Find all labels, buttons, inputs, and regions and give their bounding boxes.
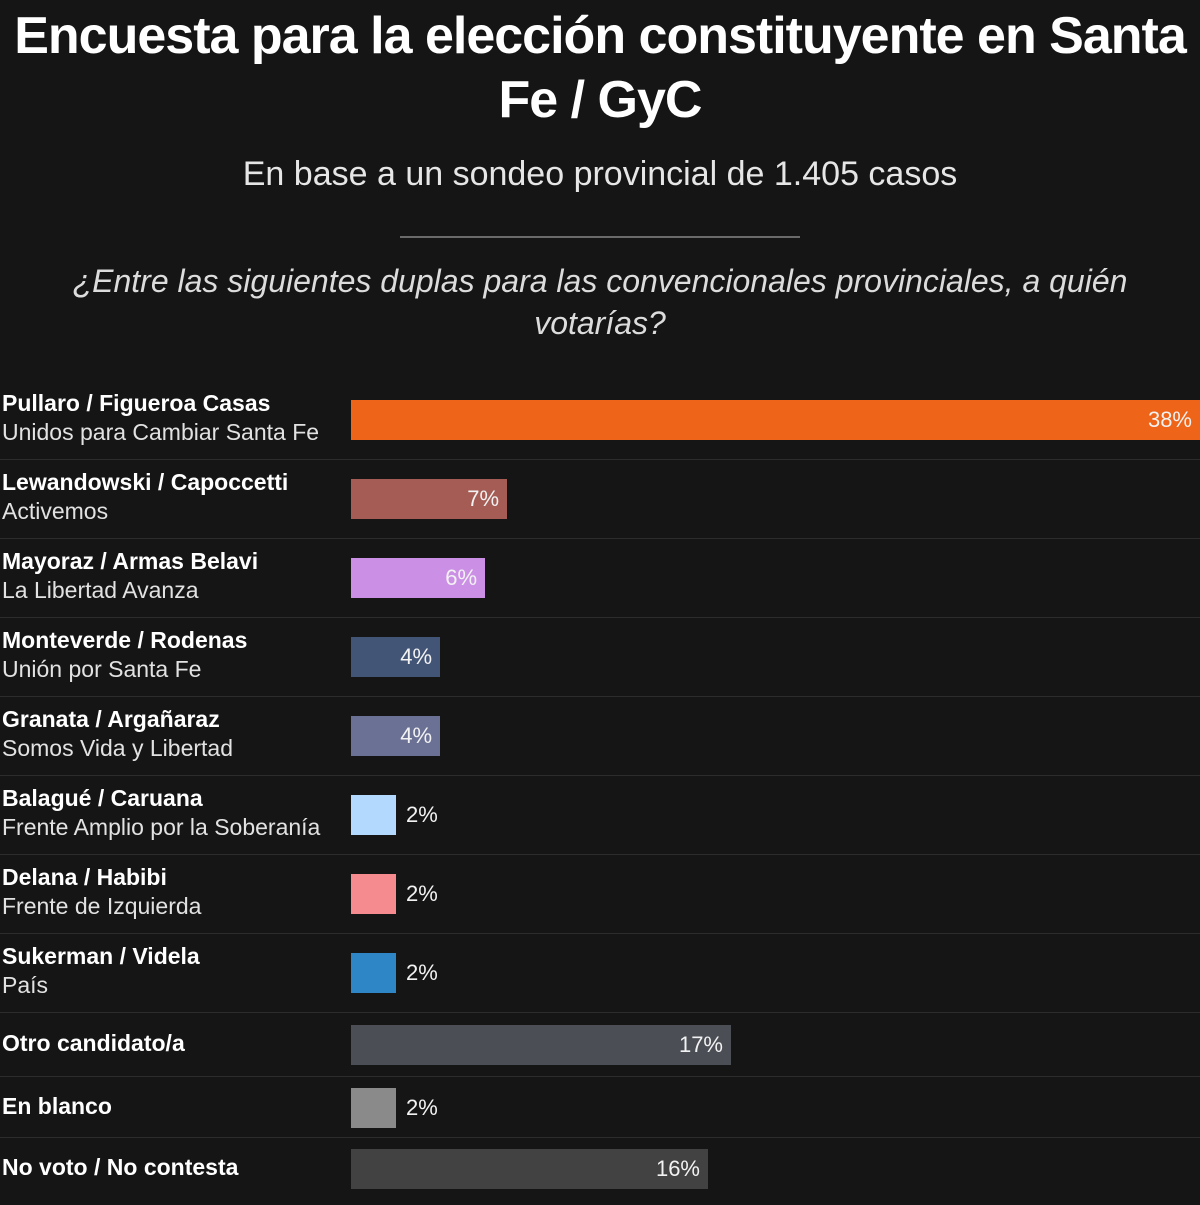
bar — [351, 1087, 396, 1128]
bar-value-label: 2% — [406, 1094, 438, 1120]
row-name-label: Pullaro / Figueroa Casas — [2, 390, 271, 416]
row-name-label: Sukerman / Videla — [2, 943, 200, 969]
chart-row: Delana / Habibi Frente de Izquierda 2% — [0, 854, 1200, 933]
bar — [351, 478, 507, 519]
bar-value-label: 2% — [406, 880, 438, 906]
bar — [351, 1025, 731, 1065]
bar — [351, 1148, 708, 1189]
row-party-label: País — [2, 972, 49, 998]
bar-value-label: 4% — [400, 722, 432, 748]
bar-value-label: 17% — [678, 1032, 723, 1057]
row-name-label: En blanco — [2, 1092, 112, 1119]
bar-value-label: 16% — [655, 1155, 700, 1181]
bar-value-label: 38% — [1147, 406, 1192, 432]
row-separator — [0, 538, 1200, 539]
chart-row: En blanco 2% — [0, 1076, 1200, 1137]
bar — [351, 794, 396, 835]
chart-row: Pullaro / Figueroa Casas Unidos para Camb… — [0, 380, 1200, 459]
row-name-label: Otro candidato/a — [2, 1030, 185, 1056]
bar — [351, 636, 440, 677]
chart-row: Lewandowski / Capoccetti Activemos 7% — [0, 459, 1200, 538]
bar-value-label: 2% — [406, 959, 438, 985]
chart-title: Encuesta para la elección constituyente … — [14, 7, 1187, 129]
row-party-label: Unión por Santa Fe — [2, 656, 202, 682]
row-separator — [0, 696, 1200, 697]
chart-subtitle: En base a un sondeo provincial de 1.405 … — [242, 155, 958, 193]
row-name-label: Mayoraz / Armas Belavi — [2, 548, 259, 574]
chart-row: Granata / Argañaraz Somos Vida y Libertad… — [0, 696, 1200, 775]
row-separator — [0, 1012, 1200, 1013]
row-name-label: Lewandowski / Capoccetti — [2, 469, 289, 495]
row-separator — [0, 1137, 1200, 1138]
chart-row: No voto / No contesta 16% — [0, 1137, 1200, 1198]
bar — [351, 952, 396, 993]
bar — [351, 715, 440, 756]
survey-question: ¿Entre las siguientes duplas para las co… — [72, 263, 1128, 341]
row-separator — [0, 854, 1200, 855]
chart-row: Otro candidato/a 17% — [0, 1012, 1200, 1076]
bar — [351, 557, 485, 598]
bar-value-label: 7% — [467, 485, 499, 511]
bar-value-label: 6% — [445, 564, 477, 590]
bar-chart: Pullaro / Figueroa Casas Unidos para Camb… — [0, 380, 1200, 1205]
bar — [351, 399, 1200, 440]
chart-row: Sukerman / Videla País 2% — [0, 933, 1200, 1012]
chart-row: Monteverde / Rodenas Unión por Santa Fe 4% — [0, 617, 1200, 696]
row-party-label: Activemos — [2, 498, 109, 524]
row-party-label: Frente de Izquierda — [2, 893, 202, 919]
row-separator — [0, 933, 1200, 934]
bar-value-label: 4% — [400, 643, 432, 669]
row-separator — [0, 617, 1200, 618]
bar-value-label: 2% — [406, 801, 438, 827]
row-name-label: Monteverde / Rodenas — [2, 627, 248, 653]
row-separator — [0, 775, 1200, 776]
row-party-label: Unidos para Cambiar Santa Fe — [2, 419, 320, 445]
row-separator — [0, 1076, 1200, 1077]
row-party-label: Somos Vida y Libertad — [2, 735, 233, 761]
chart-row: Balagué / Caruana Frente Amplio por la So… — [0, 775, 1200, 854]
chart-row: Mayoraz / Armas Belavi La Libertad Avanza… — [0, 538, 1200, 617]
divider — [400, 236, 800, 238]
row-name-label: Delana / Habibi — [2, 864, 167, 890]
bar — [351, 873, 396, 914]
row-separator — [0, 459, 1200, 460]
row-name-label: Granata / Argañaraz — [2, 706, 220, 732]
row-name-label: No voto / No contesta — [2, 1153, 239, 1180]
row-party-label: La Libertad Avanza — [2, 577, 199, 603]
row-party-label: Frente Amplio por la Soberanía — [2, 814, 321, 840]
row-name-label: Balagué / Caruana — [2, 785, 203, 811]
